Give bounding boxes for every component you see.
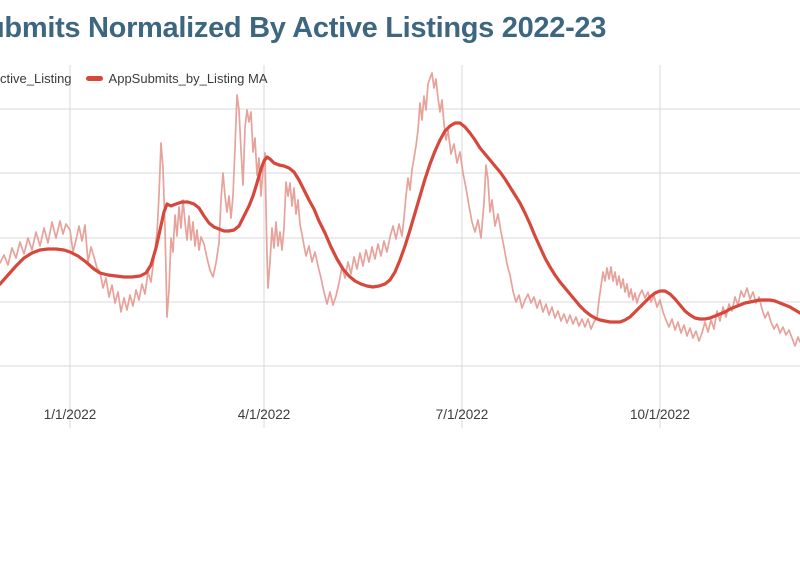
legend-ma-swatch <box>85 76 103 81</box>
series-moving-average[interactable] <box>0 121 800 324</box>
legend-label-active-listing: ctive_Listing <box>0 71 72 86</box>
x-tick-label: 4/1/2022 <box>238 407 291 422</box>
x-tick-label: 7/1/2022 <box>436 407 489 422</box>
legend-item-listing-ma[interactable]: AppSubmits_by_Listing MA <box>85 71 268 86</box>
legend: ctive_Listing AppSubmits_by_Listing MA <box>0 71 268 86</box>
x-tick-label: 1/1/2022 <box>44 407 97 422</box>
legend-label-listing-ma: AppSubmits_by_Listing MA <box>108 71 268 86</box>
series-raw-daily-series[interactable] <box>0 72 800 347</box>
legend-item-active-listing[interactable]: ctive_Listing <box>0 71 72 86</box>
x-tick-label: 10/1/2022 <box>630 407 690 422</box>
chart-title: ubmits Normalized By Active Listings 202… <box>0 12 607 44</box>
